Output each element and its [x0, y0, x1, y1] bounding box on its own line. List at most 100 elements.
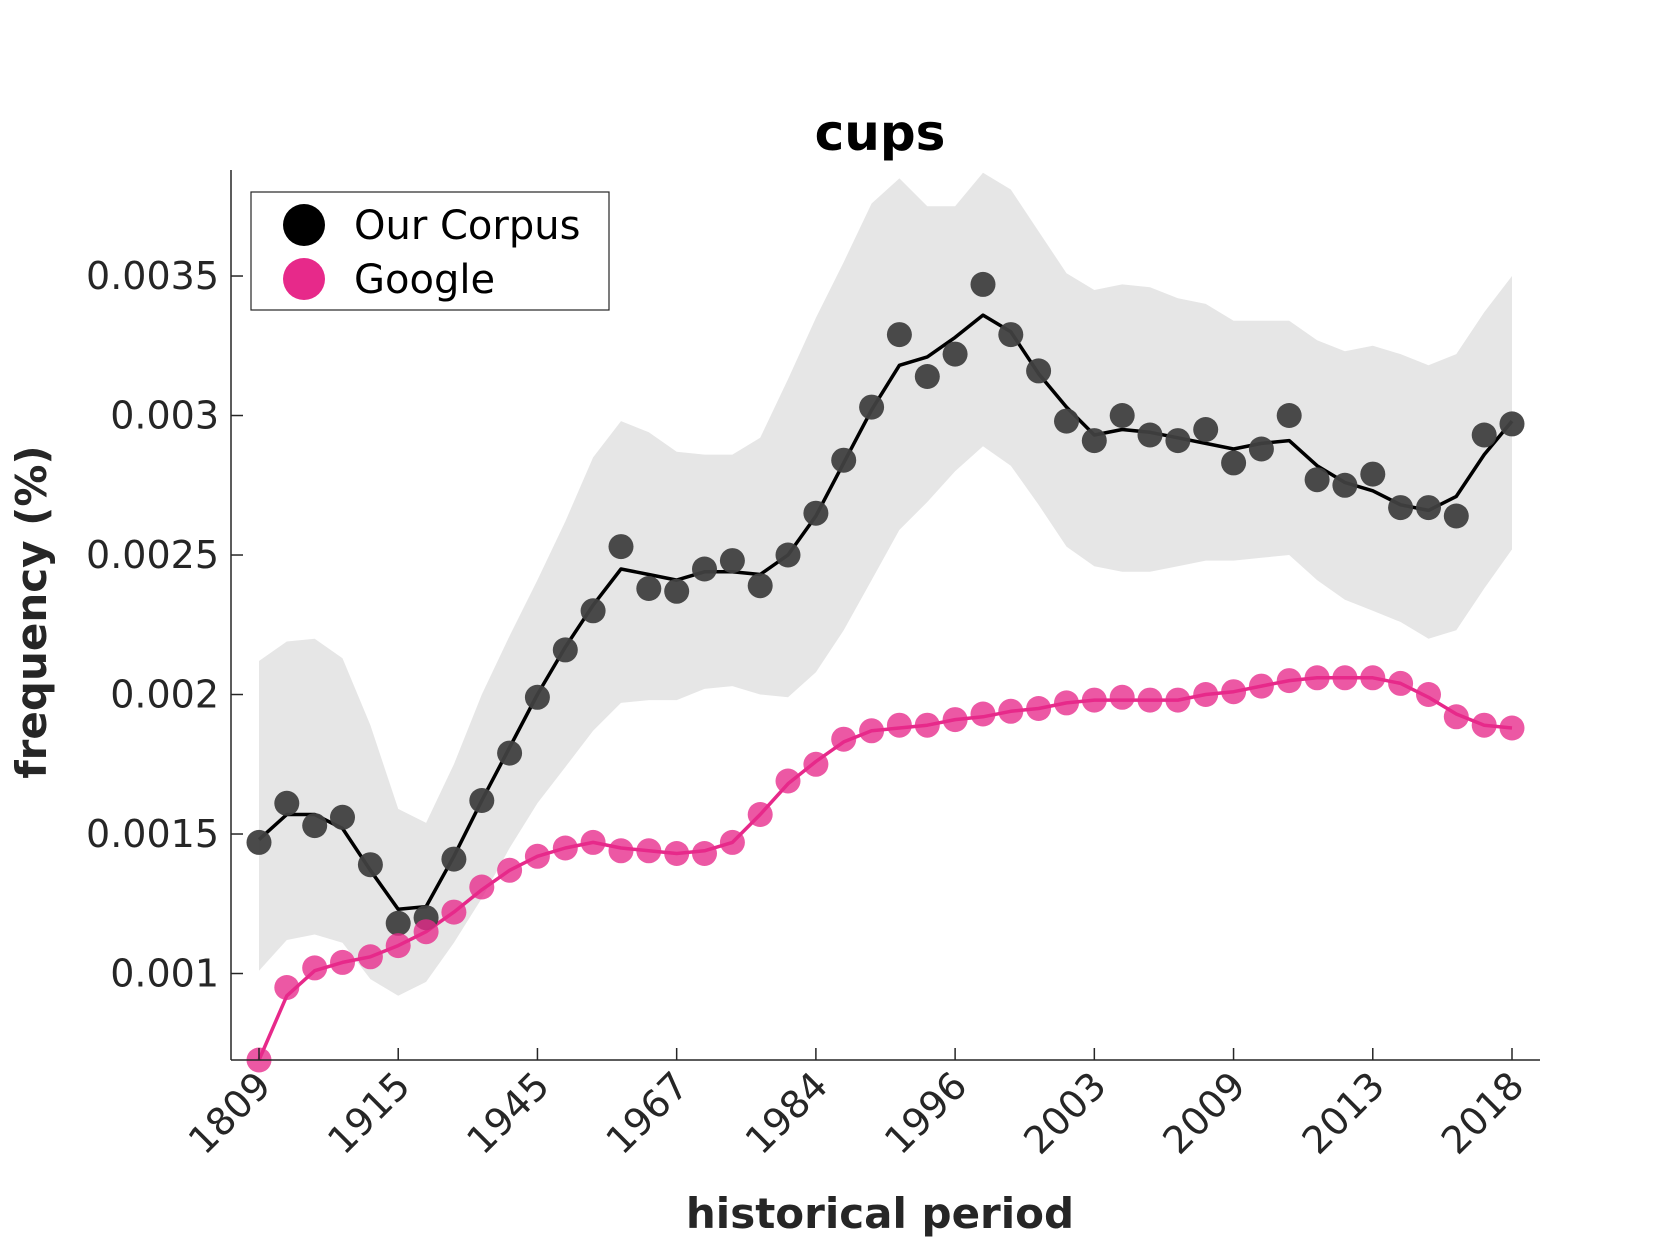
our-corpus-point — [719, 548, 745, 574]
our-corpus-point — [803, 500, 829, 526]
our-corpus-point — [1054, 408, 1079, 434]
google-point — [1109, 684, 1135, 710]
our-corpus-point — [1388, 495, 1414, 521]
google-point — [413, 919, 439, 945]
google-trend-line — [257, 676, 1513, 1061]
google-point — [608, 838, 634, 864]
google-point — [497, 857, 523, 883]
our-corpus-point — [524, 684, 550, 710]
google-point — [469, 874, 495, 900]
our-corpus-point — [859, 394, 885, 420]
google-point — [1165, 687, 1191, 713]
google-point — [1137, 687, 1163, 713]
google-point — [1221, 679, 1247, 705]
google-point — [998, 698, 1024, 724]
y-tick-label: 0.002 — [110, 673, 219, 717]
our-corpus-point — [385, 910, 411, 936]
legend: Our Corpus Google — [250, 191, 610, 311]
our-corpus-point — [1109, 403, 1135, 428]
google-point — [330, 949, 355, 975]
legend-marker-google — [283, 258, 325, 300]
our-corpus-point — [552, 637, 578, 663]
google-point — [524, 843, 550, 869]
google-point — [803, 751, 829, 777]
google-point — [664, 841, 690, 866]
our-corpus-point — [998, 322, 1024, 348]
our-corpus-point — [1026, 358, 1052, 384]
y-tick-label: 0.003 — [110, 394, 219, 438]
google-point — [1193, 682, 1219, 707]
our-corpus-point — [664, 578, 690, 604]
our-corpus-point — [1499, 411, 1525, 437]
x-axis-label: historical period — [686, 1189, 1074, 1238]
y-axis-label: frequency (%) — [7, 445, 56, 778]
google-point — [385, 933, 411, 959]
google-point — [1026, 696, 1052, 721]
google-point — [1276, 668, 1302, 694]
x-tick-label: 1984 — [737, 1063, 837, 1163]
our-corpus-point — [747, 573, 773, 599]
google-point — [357, 944, 383, 970]
google-point — [274, 975, 300, 1000]
data-point-layer — [246, 271, 1525, 1073]
google-point — [552, 835, 578, 861]
x-tick-label: 1915 — [319, 1063, 419, 1163]
google-point — [302, 955, 328, 981]
y-tick-label: 0.0025 — [86, 533, 219, 577]
our-corpus-point — [441, 846, 467, 872]
our-corpus-point — [1276, 403, 1302, 428]
google-point — [1360, 665, 1386, 691]
google-point — [859, 718, 885, 744]
google-point — [1499, 715, 1525, 741]
google-point — [1304, 665, 1330, 691]
our-corpus-point — [1081, 428, 1107, 454]
our-corpus-point — [914, 364, 940, 389]
our-corpus-point — [1193, 417, 1219, 442]
trend-line-layer — [257, 313, 1514, 1061]
google-point — [636, 838, 662, 864]
our-corpus-point — [1360, 461, 1386, 487]
axes — [230, 170, 1540, 1061]
google-point — [580, 829, 606, 855]
x-tick-label: 1809 — [180, 1063, 280, 1163]
google-point — [914, 712, 940, 738]
our-corpus-point — [302, 813, 328, 839]
our-corpus-point — [1304, 467, 1330, 493]
our-corpus-point — [330, 804, 355, 830]
google-point — [1443, 704, 1469, 730]
google-point — [719, 829, 745, 855]
our-corpus-point — [1137, 422, 1163, 448]
chart-title: cups — [815, 104, 946, 162]
google-point — [1054, 690, 1079, 716]
our-corpus-point — [1443, 503, 1469, 529]
our-corpus-point — [831, 447, 857, 473]
google-point — [886, 712, 912, 738]
x-tick-label: 1967 — [598, 1063, 698, 1163]
our-corpus-point — [636, 576, 662, 601]
y-tick-label: 0.0035 — [86, 254, 219, 298]
google-point — [1332, 665, 1358, 691]
google-point — [775, 768, 801, 794]
our-corpus-point — [357, 852, 383, 878]
x-tick-label: 2018 — [1433, 1063, 1533, 1163]
legend-marker-our-corpus — [283, 204, 325, 246]
legend-label-google: Google — [354, 257, 495, 303]
confidence-band-layer — [259, 172, 1512, 996]
x-tick-label: 2013 — [1294, 1063, 1394, 1163]
our-corpus-point — [886, 322, 912, 348]
our-corpus-point — [1332, 472, 1358, 498]
x-tick-label: 2003 — [1015, 1063, 1115, 1163]
our-corpus-point — [497, 740, 523, 766]
google-point — [1471, 712, 1497, 738]
google-point — [1416, 682, 1441, 707]
our-corpus-point — [608, 534, 634, 560]
google-point — [942, 707, 968, 733]
our-corpus-point — [274, 790, 300, 816]
x-tick-label: 2009 — [1154, 1063, 1254, 1163]
google-point — [970, 701, 996, 727]
our-corpus-point — [1165, 428, 1191, 454]
our-corpus-point — [246, 829, 272, 855]
google-point — [1388, 670, 1414, 696]
our-corpus-point — [469, 788, 495, 813]
